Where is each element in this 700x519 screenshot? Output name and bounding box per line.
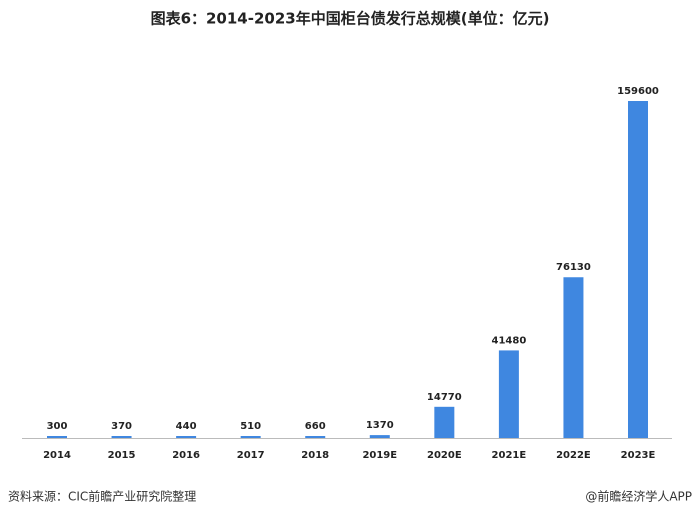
value-label: 440: [176, 421, 197, 432]
bar: [498, 350, 519, 438]
bar: [434, 406, 455, 438]
x-tick-label: 2017: [237, 450, 265, 461]
value-label: 510: [240, 421, 261, 432]
value-label: 76130: [556, 262, 591, 273]
value-label: 14770: [427, 392, 462, 403]
bar: [563, 277, 584, 438]
x-tick-label: 2016: [172, 450, 200, 461]
value-label: 370: [111, 421, 132, 432]
bar: [176, 436, 197, 438]
x-tick-label: 2018: [301, 450, 329, 461]
bar: [369, 435, 390, 438]
value-label: 660: [305, 421, 326, 432]
credit: @前瞻经济学人APP: [585, 489, 692, 504]
x-tick-label: 2021E: [492, 450, 527, 461]
x-tick-label: 2015: [108, 450, 136, 461]
x-tick-label: 2019E: [362, 450, 397, 461]
bar: [628, 101, 648, 438]
x-tick-label: 2014: [43, 450, 71, 461]
x-tick-label: 2020E: [427, 450, 462, 461]
x-tick-label: 2023E: [621, 450, 656, 461]
source: 资料来源：CIC前瞻产业研究院整理: [8, 489, 196, 504]
bar: [240, 436, 261, 438]
bar: [47, 436, 67, 438]
value-label: 1370: [366, 420, 394, 431]
chart-title: 图表6：2014-2023年中国柜台债发行总规模(单位：亿元): [151, 10, 550, 28]
bar: [305, 436, 326, 438]
value-label: 300: [47, 421, 68, 432]
bar: [111, 436, 132, 438]
value-label: 41480: [491, 335, 526, 346]
value-label: 159600: [617, 86, 659, 97]
x-tick-label: 2022E: [556, 450, 591, 461]
